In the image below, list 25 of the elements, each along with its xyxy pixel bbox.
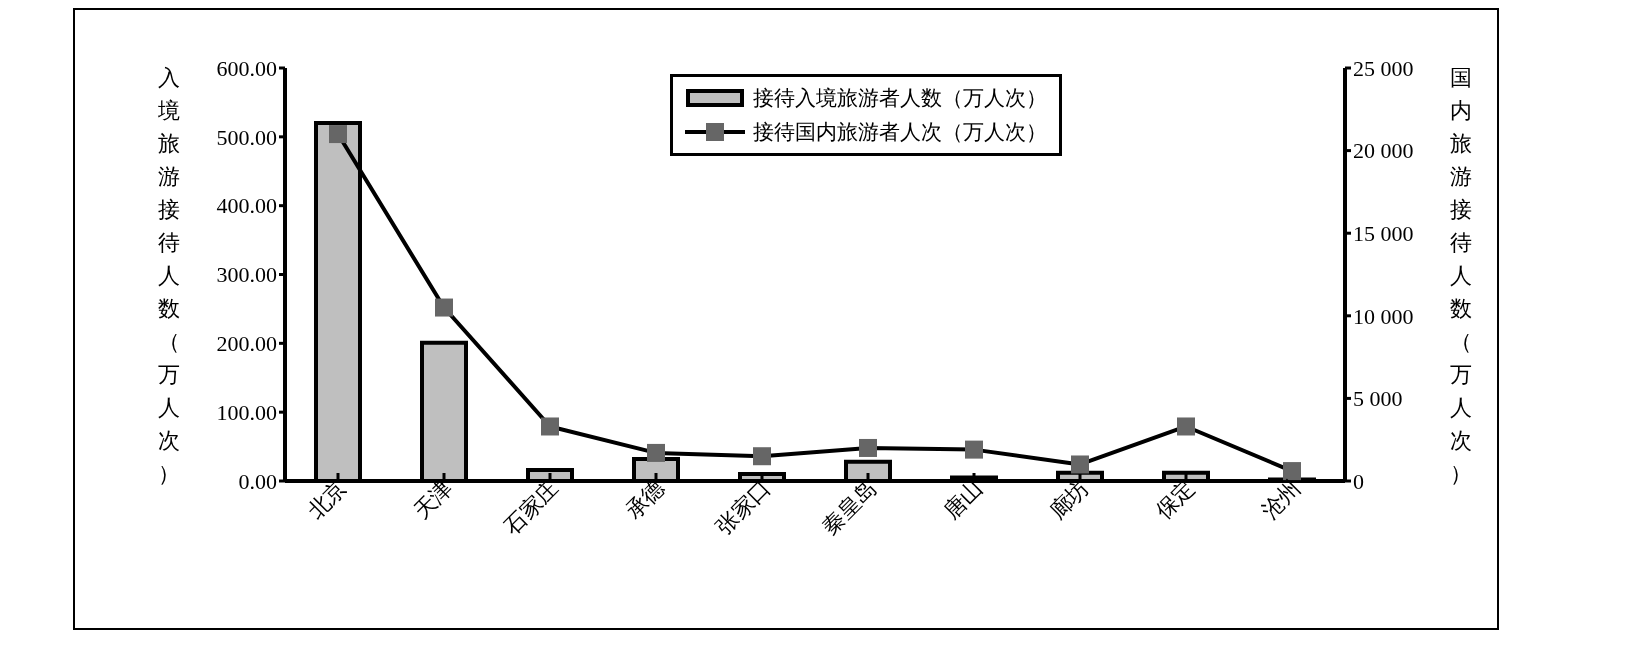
x-tick-label: 承德 [620,474,670,524]
x-tick-label: 张家口 [711,474,776,540]
y-tick-label: 500.00 [216,124,277,150]
legend-label: 接待入境旅游者人数（万人次） [753,85,1047,112]
y-tick-label: 300.00 [216,262,277,288]
y2-tick-label: 10 000 [1353,303,1414,329]
legend-label: 接待国内旅游者人次（万人次） [753,119,1047,146]
text: 国内旅游接待人数（万人次） [1450,64,1472,486]
text: 入境旅游接待人数（万人次） [158,64,180,486]
x-tick-label: 沧州 [1256,474,1306,524]
y-tick-label: 600.00 [216,55,277,81]
y2-tick-label: 15 000 [1353,221,1414,247]
x-tick-label: 秦皇岛 [817,474,882,540]
y2-tick-label: 0 [1353,468,1364,494]
y-tick-label: 100.00 [216,399,277,425]
x-tick-label: 北京 [302,474,352,524]
x-tick-label: 唐山 [938,474,988,524]
x-tick-label: 廊坊 [1044,474,1094,524]
y-tick-label: 200.00 [216,331,277,357]
y2-tick-label: 25 000 [1353,55,1414,81]
y2-tick-label: 20 000 [1353,138,1414,164]
y-tick-label: 0.00 [238,468,277,494]
y-tick-label: 400.00 [216,193,277,219]
x-tick-label: 保定 [1150,474,1200,524]
y2-tick-label: 5 000 [1353,386,1403,412]
